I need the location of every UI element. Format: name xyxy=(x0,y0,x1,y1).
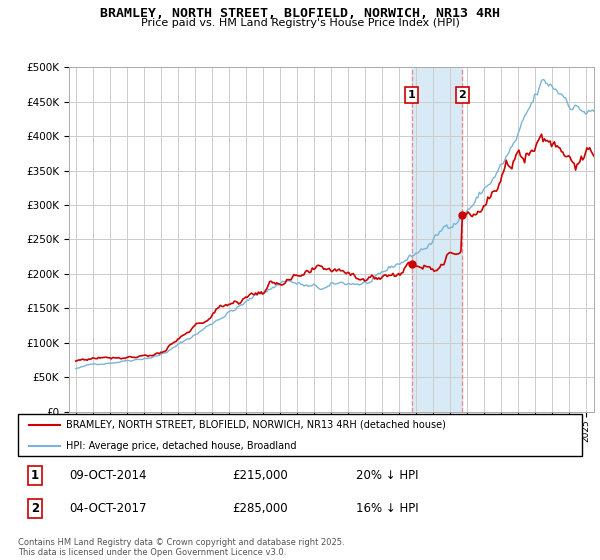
Text: 04-OCT-2017: 04-OCT-2017 xyxy=(69,502,146,515)
Text: £215,000: £215,000 xyxy=(232,469,288,482)
FancyBboxPatch shape xyxy=(18,414,582,456)
Text: 2: 2 xyxy=(458,90,466,100)
Text: HPI: Average price, detached house, Broadland: HPI: Average price, detached house, Broa… xyxy=(66,441,296,451)
Text: £285,000: £285,000 xyxy=(232,502,288,515)
Text: Contains HM Land Registry data © Crown copyright and database right 2025.
This d: Contains HM Land Registry data © Crown c… xyxy=(18,538,344,557)
Text: 1: 1 xyxy=(408,90,416,100)
Text: 20% ↓ HPI: 20% ↓ HPI xyxy=(356,469,419,482)
Text: Price paid vs. HM Land Registry's House Price Index (HPI): Price paid vs. HM Land Registry's House … xyxy=(140,18,460,29)
Text: 16% ↓ HPI: 16% ↓ HPI xyxy=(356,502,419,515)
Text: 2: 2 xyxy=(31,502,39,515)
Bar xyxy=(412,67,463,412)
Text: BRAMLEY, NORTH STREET, BLOFIELD, NORWICH, NR13 4RH: BRAMLEY, NORTH STREET, BLOFIELD, NORWICH… xyxy=(100,7,500,20)
Text: 1: 1 xyxy=(31,469,39,482)
Text: 09-OCT-2014: 09-OCT-2014 xyxy=(69,469,146,482)
Text: BRAMLEY, NORTH STREET, BLOFIELD, NORWICH, NR13 4RH (detached house): BRAMLEY, NORTH STREET, BLOFIELD, NORWICH… xyxy=(66,420,446,430)
